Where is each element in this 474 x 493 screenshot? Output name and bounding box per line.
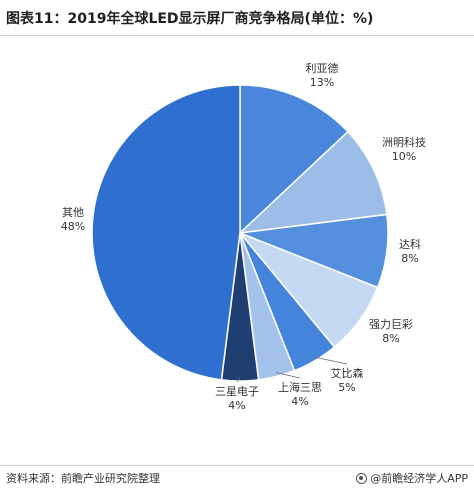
- slice-percent: 5%: [338, 381, 355, 394]
- slice-percent: 13%: [310, 76, 334, 89]
- slice-label: 上海三思: [278, 380, 322, 394]
- slice-label: 洲明科技: [382, 135, 426, 149]
- pie-slices: [91, 84, 389, 382]
- pie-slice: [239, 84, 349, 235]
- slice-percent: 10%: [392, 150, 416, 163]
- slice-label: 艾比森: [331, 366, 364, 380]
- slice-percent: 4%: [291, 395, 308, 408]
- leader-line: [275, 372, 301, 379]
- slice-percent: 48%: [61, 220, 85, 233]
- pie-slice: [91, 84, 241, 381]
- source-note: 资料来源：前瞻产业研究院整理: [6, 472, 160, 485]
- brand-logo-icon: [356, 473, 368, 484]
- slice-labels: 利亚德13%洲明科技10%达科8%强力巨彩8%艾比森5%上海三思4%三星电子4%…: [61, 61, 426, 412]
- pie-slice: [237, 130, 388, 235]
- slice-percent: 8%: [401, 252, 418, 265]
- footer-divider: [0, 465, 474, 466]
- slice-label: 利亚德: [306, 61, 339, 75]
- slice-label: 三星电子: [215, 385, 259, 398]
- title-divider: [0, 35, 474, 36]
- chart-title: 图表11：2019年全球LED显示屏厂商竞争格局(单位：%): [6, 11, 374, 27]
- slice-percent: 8%: [382, 332, 399, 345]
- brand-credit: @前瞻经济学人APP: [356, 470, 468, 486]
- leader-lines: [236, 356, 348, 383]
- pie-chart: 前瞻产业研究院 前瞻产业研究院 利亚德13%洲明科技10%达科8%强力巨彩8%艾…: [61, 61, 426, 412]
- slice-label: 达科: [399, 237, 421, 251]
- brand-text: @前瞻经济学人APP: [370, 472, 468, 485]
- leader-line: [313, 356, 348, 365]
- slice-label: 其他: [62, 206, 84, 219]
- slice-percent: 4%: [228, 399, 245, 412]
- leader-line: [236, 376, 241, 383]
- slice-label: 强力巨彩: [369, 318, 413, 331]
